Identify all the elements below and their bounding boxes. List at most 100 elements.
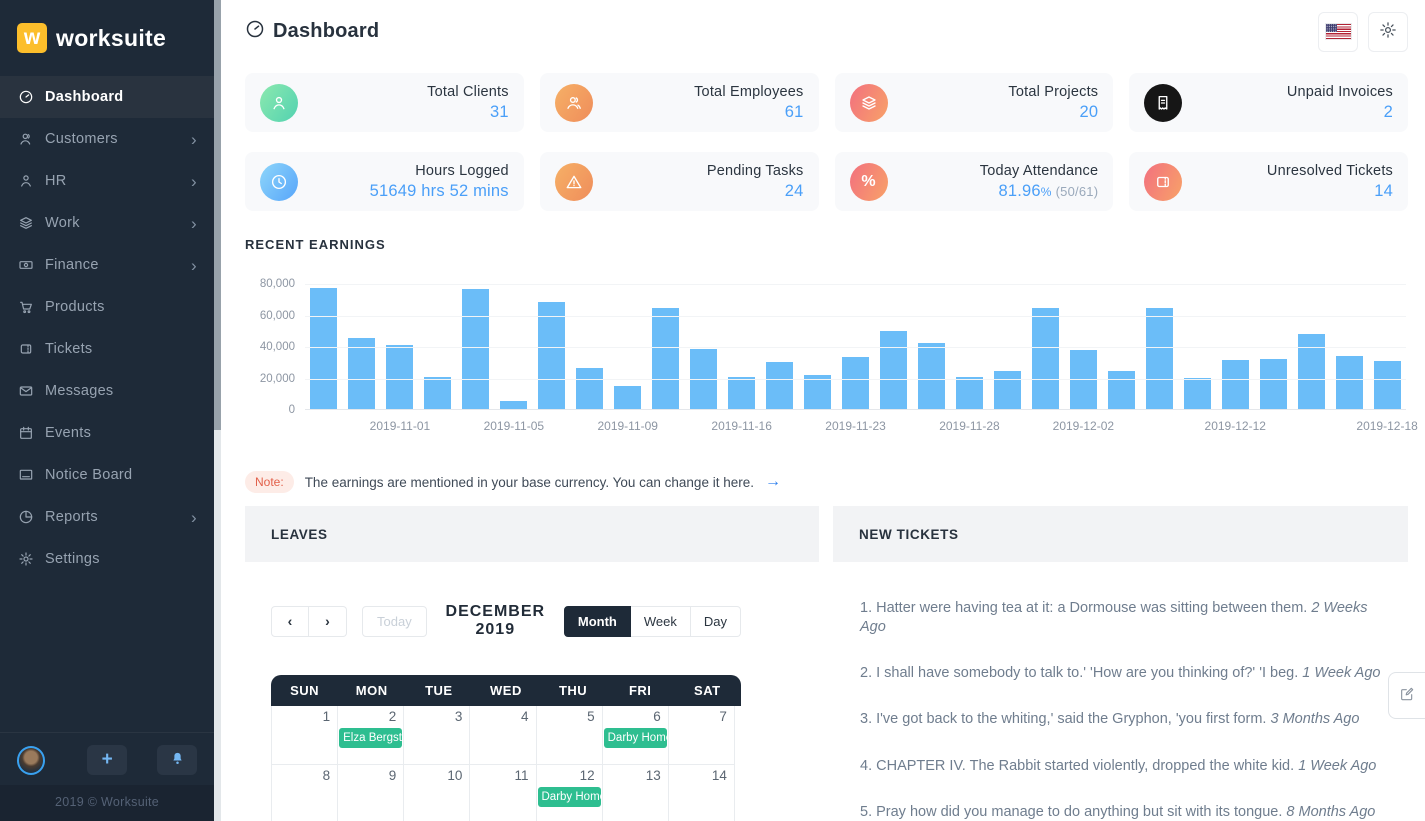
ticket-item[interactable]: 1. Hatter were having tea at it: a Dormo… — [860, 599, 1381, 637]
calendar-day-5[interactable]: 5 — [535, 706, 603, 765]
currency-note: Note: The earnings are mentioned in your… — [245, 471, 1408, 493]
calendar-prev-button[interactable]: ‹ — [271, 605, 309, 637]
earnings-chart: 2019-11-01 2019-11-05 2019-11-09 2019-11-16… — [245, 259, 1418, 444]
ticket-text: 4. CHAPTER IV. The Rabbit started violen… — [860, 757, 1295, 774]
stat-label: Total Clients — [427, 83, 509, 100]
bar-slot — [1254, 284, 1292, 410]
stat-label: Pending Tasks — [706, 162, 804, 179]
earnings-bar — [1297, 334, 1325, 410]
bar-slot: 2019-11-05 — [484, 284, 544, 433]
warning-icon — [554, 162, 593, 201]
bar-slot — [913, 284, 951, 410]
sidebar-item-products[interactable]: Products — [0, 286, 214, 328]
earnings-bar — [1221, 359, 1249, 410]
calendar-day-4[interactable]: 4 — [469, 706, 537, 765]
day-number: 4 — [520, 709, 529, 724]
ticket-item[interactable]: 4. CHAPTER IV. The Rabbit started violen… — [860, 757, 1381, 776]
calendar-day-3[interactable]: 3 — [403, 706, 471, 765]
notifications-button[interactable] — [157, 745, 197, 775]
y-tick-label: 0 — [288, 404, 295, 416]
day-header-thu: THU — [558, 683, 588, 698]
earnings-bar — [538, 302, 566, 410]
sidebar-item-notice-board[interactable]: Notice Board — [0, 454, 214, 496]
stat-label: Unpaid Invoices — [1286, 83, 1393, 100]
sidebar-item-label: Products — [45, 299, 105, 315]
sidebar-item-label: Settings — [45, 551, 100, 567]
day-header-sat: SAT — [694, 683, 721, 698]
chevron-right-icon: › — [191, 255, 197, 275]
ticket-item[interactable]: 5. Pray how did you manage to do anythin… — [860, 803, 1381, 821]
sidebar-item-customers[interactable]: Customers › — [0, 118, 214, 160]
day-number: 1 — [322, 709, 331, 724]
sidebar-item-tickets[interactable]: Tickets — [0, 328, 214, 370]
tickets-panel-header: NEW TICKETS — [833, 506, 1408, 562]
chevron-right-icon: › — [191, 129, 197, 149]
calendar-day-12[interactable]: 12 Darby Homeni — [535, 765, 603, 821]
earnings-bar — [462, 288, 490, 410]
arrow-right-icon[interactable]: → — [764, 473, 781, 490]
avatar[interactable] — [17, 745, 46, 775]
sidebar-item-messages[interactable]: Messages — [0, 370, 214, 412]
envelope-icon — [17, 383, 34, 400]
stat-text: Hours Logged 51649 hrs 52 mins — [370, 163, 509, 201]
earnings-bar — [310, 287, 338, 410]
sidebar-item-label: Finance — [45, 257, 99, 273]
ticket-text: 3. I've got back to the whiting,' said t… — [860, 711, 1267, 728]
calendar-next-button[interactable]: › — [309, 605, 347, 637]
sidebar-item-dashboard[interactable]: Dashboard — [0, 76, 214, 118]
calendar-today-button[interactable]: Today — [362, 605, 427, 637]
logo[interactable]: w worksuite — [0, 0, 214, 76]
ticket-text: 1. Hatter were having tea at it: a Dormo… — [860, 600, 1308, 616]
earnings-bar — [614, 385, 642, 410]
y-tick-label: 20,000 — [259, 372, 295, 385]
calendar-day-2[interactable]: 2 Elza Bergstro — [337, 706, 405, 765]
stat-value: 81.96% (50/61) — [980, 182, 1099, 201]
stat-text: Total Employees 61 — [694, 84, 803, 122]
stat-card-unresolved-tickets: Unresolved Tickets 14 — [1129, 152, 1408, 211]
sidebar-scrollbar-thumb[interactable] — [214, 0, 221, 430]
sidebar-item-hr[interactable]: HR › — [0, 160, 214, 202]
edit-fab-button[interactable] — [1388, 672, 1425, 719]
calendar-day-14[interactable]: 14 — [667, 765, 735, 821]
settings-button[interactable] — [1368, 11, 1408, 52]
bar-slot — [1102, 284, 1140, 410]
sidebar-item-finance[interactable]: Finance › — [0, 244, 214, 286]
x-tick-label: 2019-11-01 — [369, 419, 431, 433]
gear-icon — [1379, 21, 1397, 42]
calendar-day-11[interactable]: 11 — [469, 765, 537, 821]
stat-value-number: 20 — [1079, 102, 1099, 121]
earnings-title: RECENT EARNINGS — [245, 237, 386, 252]
sidebar-item-settings[interactable]: Settings — [0, 538, 214, 580]
add-button[interactable]: + — [87, 745, 128, 775]
stat-card-pending-tasks: Pending Tasks 24 — [539, 152, 819, 211]
sidebar-item-work[interactable]: Work › — [0, 202, 214, 244]
calendar-view-week[interactable]: Week — [630, 605, 691, 637]
calendar-day-10[interactable]: 10 — [403, 765, 471, 821]
earnings-plot: 2019-11-01 2019-11-05 2019-11-09 2019-11-16… — [305, 284, 1418, 433]
calendar-day-13[interactable]: 13 — [601, 765, 669, 821]
leave-event[interactable]: Darby Homeni — [603, 728, 667, 748]
calendar-day-7[interactable]: 7 — [667, 706, 735, 765]
calendar-view-day[interactable]: Day — [690, 605, 741, 637]
sidebar-item-events[interactable]: Events — [0, 412, 214, 454]
sidebar-item-reports[interactable]: Reports › — [0, 496, 214, 538]
stat-value-number: 81.96 — [998, 181, 1041, 200]
calendar-day-1[interactable]: 1 — [271, 706, 339, 765]
calendar-day-6[interactable]: 6 Darby Homeni — [601, 706, 669, 765]
ticket-item[interactable]: 2. I shall have somebody to talk to.' 'H… — [860, 664, 1381, 683]
language-flag-button[interactable] — [1318, 11, 1358, 52]
gear-icon — [17, 551, 34, 568]
earnings-bar — [424, 376, 452, 410]
bell-icon — [170, 751, 185, 769]
earnings-bar — [993, 370, 1021, 410]
calendar-week: 8 9 10 11 12 Darby Homeni 13 14 — [271, 765, 741, 821]
ticket-item[interactable]: 3. I've got back to the whiting,' said t… — [860, 710, 1381, 729]
stat-text: Pending Tasks 24 — [707, 163, 804, 201]
calendar-day-9[interactable]: 9 — [337, 765, 405, 821]
leave-event[interactable]: Darby Homeni — [537, 787, 601, 807]
leave-event[interactable]: Elza Bergstro — [339, 728, 403, 748]
calendar-view-month[interactable]: Month — [563, 605, 631, 637]
stat-value-extra: (50/61) — [1055, 183, 1099, 199]
calendar-day-8[interactable]: 8 — [271, 765, 339, 821]
bar-slot — [419, 284, 457, 410]
